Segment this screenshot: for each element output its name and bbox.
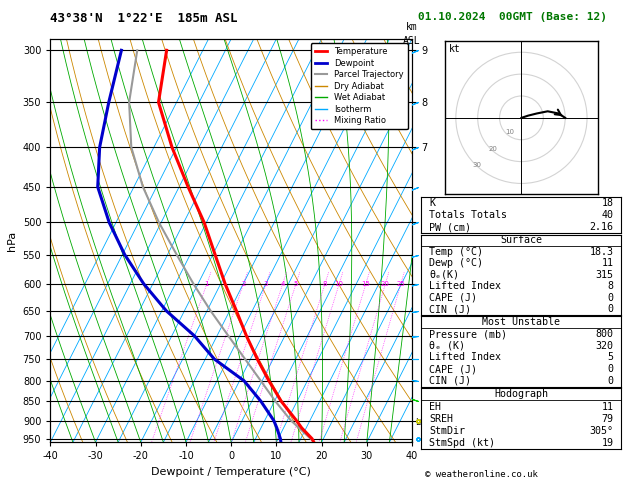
Text: ASL: ASL [403,36,421,47]
Text: Temp (°C): Temp (°C) [430,247,484,257]
Text: Totals Totals: Totals Totals [430,210,508,220]
Text: 0: 0 [608,304,613,314]
Legend: Temperature, Dewpoint, Parcel Trajectory, Dry Adiabat, Wet Adiabat, Isotherm, Mi: Temperature, Dewpoint, Parcel Trajectory… [311,43,408,129]
Text: CIN (J): CIN (J) [430,376,471,386]
Text: 8: 8 [323,281,327,287]
Text: θₑ (K): θₑ (K) [430,341,465,351]
Text: 18.3: 18.3 [589,247,613,257]
Text: 40: 40 [601,210,613,220]
Text: 800: 800 [596,329,613,339]
Text: 5: 5 [294,281,298,287]
Text: 19: 19 [601,438,613,448]
Text: CIN (J): CIN (J) [430,304,471,314]
Text: 15: 15 [362,281,370,287]
Text: 3: 3 [264,281,269,287]
Text: StmDir: StmDir [430,426,465,436]
Text: CAPE (J): CAPE (J) [430,293,477,303]
Text: Surface: Surface [501,235,542,245]
Text: kt: kt [449,44,461,54]
Text: 20: 20 [381,281,390,287]
Text: 2.16: 2.16 [589,222,613,232]
Text: 315: 315 [596,270,613,280]
Text: 20: 20 [489,146,498,152]
Text: StmSpd (kt): StmSpd (kt) [430,438,496,448]
Text: 320: 320 [596,341,613,351]
Text: 8: 8 [608,281,613,291]
Text: © weatheronline.co.uk: © weatheronline.co.uk [425,469,537,479]
Text: 0: 0 [608,293,613,303]
Text: 4: 4 [281,281,285,287]
Text: km: km [406,21,418,32]
Text: 1: 1 [204,281,209,287]
Text: 0: 0 [608,364,613,374]
Text: 305°: 305° [589,426,613,436]
Y-axis label: hPa: hPa [7,230,17,251]
Text: CAPE (J): CAPE (J) [430,364,477,374]
Text: 30: 30 [472,162,481,168]
Text: Lifted Index: Lifted Index [430,281,501,291]
Text: 43°38'N  1°22'E  185m ASL: 43°38'N 1°22'E 185m ASL [50,12,238,25]
Text: 11: 11 [601,401,613,412]
Text: 5: 5 [608,352,613,363]
X-axis label: Dewpoint / Temperature (°C): Dewpoint / Temperature (°C) [151,467,311,477]
Text: Most Unstable: Most Unstable [482,317,560,327]
Text: 25: 25 [396,281,405,287]
Text: K: K [430,198,435,208]
Text: 01.10.2024  00GMT (Base: 12): 01.10.2024 00GMT (Base: 12) [418,12,607,22]
Text: Hodograph: Hodograph [494,389,548,399]
Text: 10: 10 [505,129,514,135]
Text: Lifted Index: Lifted Index [430,352,501,363]
Text: Pressure (mb): Pressure (mb) [430,329,508,339]
Text: EH: EH [430,401,442,412]
Text: 10: 10 [335,281,343,287]
Text: 18: 18 [601,198,613,208]
Text: PW (cm): PW (cm) [430,222,471,232]
Text: SREH: SREH [430,414,454,424]
Text: 11: 11 [601,259,613,268]
Text: 2: 2 [242,281,245,287]
Text: 79: 79 [601,414,613,424]
Text: θₑ(K): θₑ(K) [430,270,459,280]
Text: LCL: LCL [416,418,431,427]
Text: Dewp (°C): Dewp (°C) [430,259,484,268]
Text: 0: 0 [608,376,613,386]
